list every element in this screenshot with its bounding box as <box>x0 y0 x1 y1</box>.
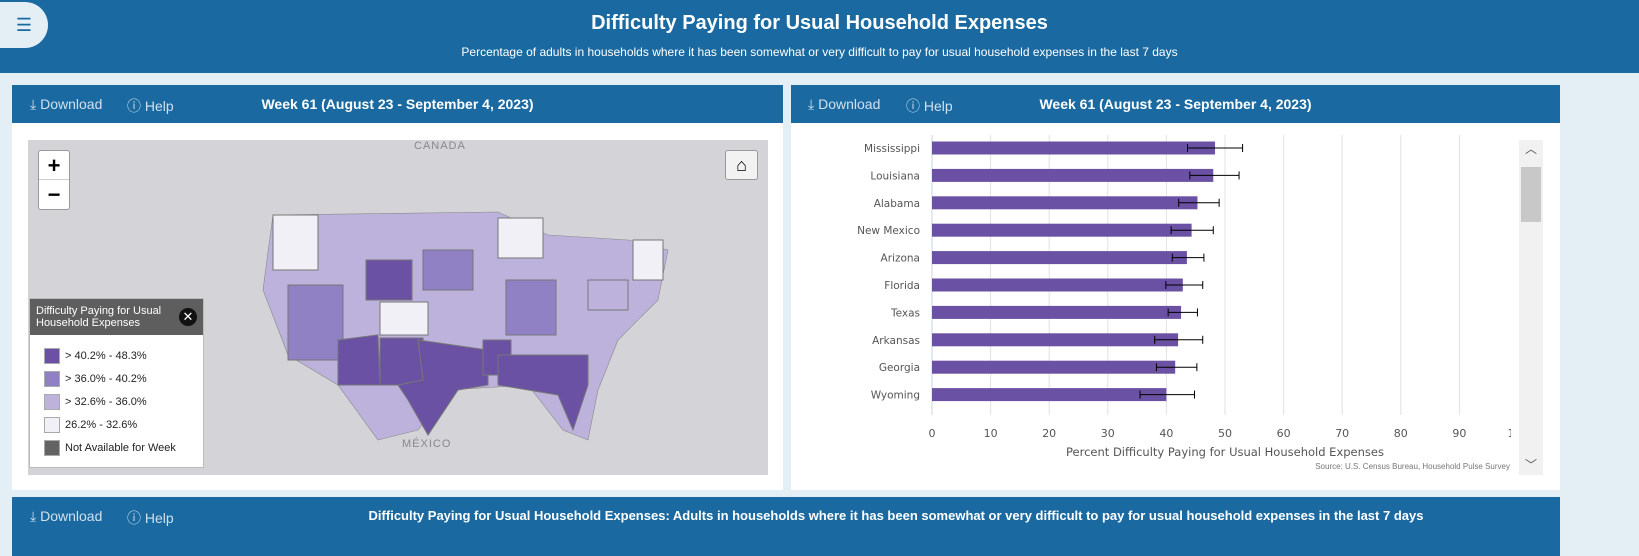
legend-item: > 40.2% - 48.3% <box>44 348 203 364</box>
y-tick-label: Texas <box>890 307 920 319</box>
bar <box>932 168 1214 182</box>
bar <box>932 388 1167 402</box>
x-tick-label: 40 <box>1159 427 1173 440</box>
x-tick-label: 90 <box>1452 427 1466 440</box>
mexico-label: MÉXICO <box>402 438 452 450</box>
legend-label: > 40.2% - 48.3% <box>65 350 147 362</box>
y-tick-label: Arizona <box>881 253 920 265</box>
table-title: Difficulty Paying for Usual Household Ex… <box>368 508 1424 523</box>
y-tick-label: Florida <box>884 280 920 292</box>
scroll-thumb[interactable] <box>1521 167 1541 222</box>
bar <box>932 333 1179 347</box>
page-title: Difficulty Paying for Usual Household Ex… <box>591 12 1048 34</box>
x-axis-label: Percent Difficulty Paying for Usual Hous… <box>1066 445 1384 459</box>
y-tick-label: New Mexico <box>857 225 920 237</box>
zoom-in-button[interactable]: + <box>39 151 69 180</box>
y-tick-label: Louisiana <box>870 170 920 182</box>
zoom-out-button[interactable]: − <box>47 182 61 207</box>
help-icon: ⓘ <box>127 98 141 114</box>
y-tick-label: Wyoming <box>871 390 920 402</box>
legend-title: Difficulty Paying for Usual Household Ex… <box>36 305 162 329</box>
help-button[interactable]: ⓘ Help <box>127 98 174 114</box>
legend-swatch <box>44 440 60 456</box>
chart-title: Week 61 (August 23 - September 4, 2023) <box>1039 96 1312 112</box>
home-button[interactable]: ⌂ <box>725 150 758 180</box>
x-tick-label: 0 <box>929 427 936 440</box>
menu-collapse-icon[interactable]: ☰ <box>0 2 48 48</box>
bar <box>932 360 1176 374</box>
help-button[interactable]: ⓘ Help <box>906 98 953 114</box>
legend-swatch <box>44 394 60 410</box>
x-tick-label: 10 <box>984 427 998 440</box>
legend-swatch <box>44 371 60 387</box>
home-icon: ⌂ <box>736 155 747 175</box>
x-tick-label: 30 <box>1101 427 1115 440</box>
download-icon: ⤓ <box>30 96 37 112</box>
y-tick-label: Alabama <box>874 198 920 210</box>
choropleth-map[interactable]: CANADA MÉXICO + − ⌂ Difficulty Paying fo… <box>28 140 768 475</box>
legend-label: Not Available for Week <box>65 442 176 454</box>
legend-swatch <box>44 348 60 364</box>
bar <box>932 251 1187 265</box>
legend-item: Not Available for Week <box>44 440 203 456</box>
help-icon: ⓘ <box>127 510 141 526</box>
download-icon: ⤓ <box>808 96 815 112</box>
bar <box>932 305 1182 319</box>
close-legend-button[interactable]: ✕ <box>179 308 197 326</box>
legend-item: 26.2% - 32.6% <box>44 417 203 433</box>
x-tick-label: 100 <box>1508 427 1512 440</box>
app-header: ☰ Difficulty Paying for Usual Household … <box>0 0 1639 73</box>
scroll-down-icon[interactable]: ﹀ <box>1524 458 1537 472</box>
bar <box>932 196 1198 210</box>
x-tick-label: 70 <box>1335 427 1349 440</box>
bar <box>932 278 1183 292</box>
page-subtitle: Percentage of adults in households where… <box>461 45 1178 59</box>
x-tick-label: 20 <box>1042 427 1056 440</box>
legend-item: > 32.6% - 36.0% <box>44 394 203 410</box>
bar-chart: 0 10 20 30 40 50 60 70 80 90 100 Mississippi Louisia… <box>857 135 1512 459</box>
legend-label: > 36.0% - 40.2% <box>65 373 147 385</box>
legend-label: > 32.6% - 36.0% <box>65 396 147 408</box>
x-tick-label: 60 <box>1277 427 1291 440</box>
canada-label: CANADA <box>414 140 466 152</box>
map-legend: Difficulty Paying for Usual Household Ex… <box>29 298 204 468</box>
chart-scrollbar[interactable]: ︿ ﹀ <box>1519 140 1543 475</box>
bar <box>932 141 1216 155</box>
x-tick-label: 80 <box>1394 427 1408 440</box>
x-tick-label: 50 <box>1218 427 1232 440</box>
legend-item: > 36.0% - 40.2% <box>44 371 203 387</box>
download-icon: ⤓ <box>30 508 37 524</box>
scroll-up-icon[interactable]: ︿ <box>1524 142 1537 156</box>
zoom-control: + − <box>38 150 70 210</box>
y-tick-label: Georgia <box>879 362 920 374</box>
map-panel: ⤓ Download ⓘ Help Week 61 (August 23 - S… <box>12 85 783 490</box>
legend-swatch <box>44 417 60 433</box>
download-button[interactable]: ⤓ Download <box>30 96 103 112</box>
bar <box>932 223 1192 237</box>
source-note: Source: U.S. Census Bureau, Household Pu… <box>1315 462 1510 471</box>
help-button[interactable]: ⓘ Help <box>127 510 174 526</box>
y-tick-label: Mississippi <box>864 143 920 155</box>
legend-label: 26.2% - 32.6% <box>65 419 138 431</box>
download-button[interactable]: ⤓ Download <box>808 96 881 112</box>
help-icon: ⓘ <box>906 98 920 114</box>
download-button[interactable]: ⤓ Download <box>30 508 103 524</box>
map-title: Week 61 (August 23 - September 4, 2023) <box>261 96 534 112</box>
y-tick-label: Arkansas <box>872 335 920 347</box>
table-panel-header: ⤓ Download ⓘ Help Difficulty Paying for … <box>12 497 1560 556</box>
chart-panel: ⤓ Download ⓘ Help Week 61 (August 23 - S… <box>791 85 1560 490</box>
